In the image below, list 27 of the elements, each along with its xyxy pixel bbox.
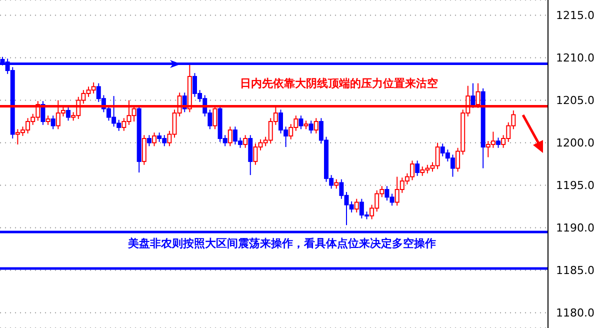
y-tick-label: 1210.0 (556, 52, 594, 65)
candlestick (354, 198, 359, 213)
y-tick-label: 1190.0 (556, 222, 594, 235)
y-tick-label: 1200.0 (556, 136, 594, 150)
candlestick (243, 134, 248, 148)
candlestick (308, 120, 314, 134)
y-tick-label: 1180.0 (556, 306, 594, 320)
candlestick (298, 115, 304, 130)
candlestick (470, 82, 476, 108)
candlestick (142, 134, 146, 166)
y-tick-label: 1215.0 (556, 9, 594, 22)
candlestick (415, 160, 420, 176)
candlestick (248, 134, 253, 176)
y-tick-label: 1195.0 (556, 179, 594, 192)
candlestick (334, 178, 339, 190)
candlestick (152, 132, 157, 147)
candlestick (146, 134, 152, 147)
y-tick-label: 1185.0 (556, 264, 594, 278)
candlestick (314, 118, 318, 134)
candlestick (66, 106, 71, 122)
annotation: 美盘非农则按照大区间震荡来操作，看具体点位来决定多空操作 (128, 236, 436, 251)
candlestick (46, 115, 50, 126)
annotation: 日内先依靠大阴线顶端的压力位置来沽空 (240, 76, 438, 91)
candlestick (50, 115, 56, 130)
candlestick (496, 137, 501, 148)
y-tick-label: 1205.0 (556, 94, 594, 108)
candlestick (228, 126, 232, 147)
